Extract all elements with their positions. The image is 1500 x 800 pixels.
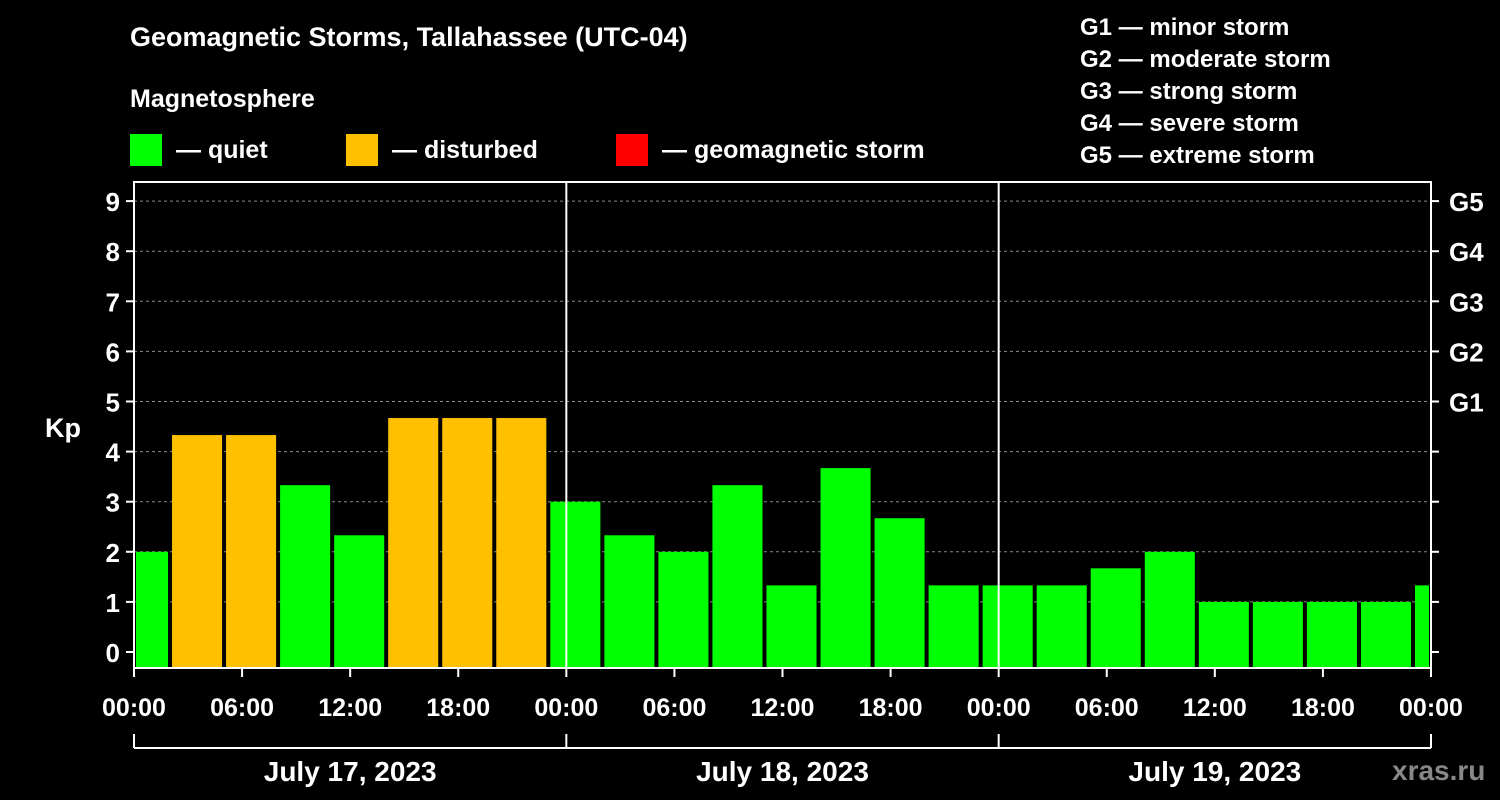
x-tick-label-11: 18:00 — [1291, 694, 1355, 722]
watermark: xras.ru — [1392, 755, 1486, 786]
bar-21 — [1252, 601, 1303, 668]
bar-12 — [766, 585, 817, 668]
bar-4 — [334, 535, 385, 668]
y-tick-label-5: 5 — [106, 388, 120, 418]
x-tick-label-5: 06:00 — [642, 694, 706, 722]
bar-10 — [658, 551, 709, 668]
legend-quiet: — quiet — [130, 133, 268, 167]
bar-22 — [1306, 601, 1357, 668]
magnetosphere-label: Magnetosphere — [130, 85, 315, 113]
g-legend-g5: G5 — extreme storm — [1080, 142, 1315, 169]
x-tick-label-6: 12:00 — [751, 694, 815, 722]
bar-7 — [496, 418, 547, 668]
legend-storm-label: — geomagnetic storm — [662, 135, 925, 164]
x-tick-label-12: 00:00 — [1399, 694, 1463, 722]
bar-18 — [1090, 568, 1141, 668]
legend-quiet-swatch — [130, 134, 162, 166]
date-label-0: July 17, 2023 — [264, 756, 437, 787]
legend-disturbed: — disturbed — [346, 133, 538, 167]
bar-17 — [1036, 585, 1087, 668]
y-tick-label-0: 0 — [106, 638, 120, 668]
bar-9 — [604, 535, 655, 668]
x-tick-label-9: 06:00 — [1075, 694, 1139, 722]
bar-11 — [712, 485, 763, 668]
g-legend-g3: G3 — strong storm — [1080, 78, 1298, 105]
bar-14 — [874, 518, 925, 668]
g-level-label-g4: G4 — [1449, 237, 1484, 267]
date-label-2: July 19, 2023 — [1128, 756, 1301, 787]
bar-1 — [172, 435, 223, 668]
y-tick-label-4: 4 — [106, 438, 121, 468]
g-scale-legend: G1 — minor storm G2 — moderate storm G3 … — [1080, 12, 1331, 172]
x-tick-label-7: 18:00 — [859, 694, 923, 722]
y-tick-label-6: 6 — [106, 337, 120, 367]
bar-15 — [928, 585, 979, 668]
bar-3 — [280, 485, 331, 668]
y-tick-label-3: 3 — [106, 488, 120, 518]
bar-16 — [982, 585, 1033, 668]
y-tick-label-2: 2 — [106, 538, 120, 568]
legend-quiet-label: — quiet — [176, 135, 268, 164]
x-tick-label-0: 00:00 — [102, 694, 166, 722]
bar-8 — [550, 501, 601, 668]
x-tick-label-1: 06:00 — [210, 694, 274, 722]
date-label-1: July 18, 2023 — [696, 756, 869, 787]
y-axis-label: Kp — [45, 413, 81, 443]
y-tick-label-1: 1 — [106, 588, 120, 618]
legend-disturbed-swatch — [346, 134, 378, 166]
legend-storm-swatch — [616, 134, 648, 166]
x-tick-label-4: 00:00 — [534, 694, 598, 722]
bar-5 — [388, 418, 439, 668]
x-tick-label-3: 18:00 — [426, 694, 490, 722]
x-tick-label-8: 00:00 — [967, 694, 1031, 722]
bar-13 — [820, 468, 871, 668]
bar-23 — [1360, 601, 1411, 668]
bar-2 — [226, 435, 277, 668]
g-legend-g4: G4 — severe storm — [1080, 110, 1299, 137]
bar-24 — [1414, 585, 1429, 668]
chart-title: Geomagnetic Storms, Tallahassee (UTC-04) — [130, 22, 688, 52]
g-level-label-g2: G2 — [1449, 337, 1484, 367]
g-legend-g2: G2 — moderate storm — [1080, 46, 1331, 73]
x-tick-label-2: 12:00 — [318, 694, 382, 722]
g-legend-g1: G1 — minor storm — [1080, 14, 1290, 41]
g-level-label-g1: G1 — [1449, 388, 1484, 418]
y-tick-label-8: 8 — [106, 237, 120, 267]
g-level-label-g5: G5 — [1449, 187, 1484, 217]
y-tick-label-7: 7 — [106, 287, 120, 317]
legend-storm: — geomagnetic storm — [616, 133, 925, 167]
bar-19 — [1144, 551, 1195, 668]
x-tick-label-10: 12:00 — [1183, 694, 1247, 722]
bar-6 — [442, 418, 493, 668]
bar-20 — [1198, 601, 1249, 668]
legend-disturbed-label: — disturbed — [392, 135, 538, 164]
bar-0 — [136, 551, 169, 668]
y-tick-label-9: 9 — [106, 187, 120, 217]
g-level-label-g3: G3 — [1449, 287, 1484, 317]
